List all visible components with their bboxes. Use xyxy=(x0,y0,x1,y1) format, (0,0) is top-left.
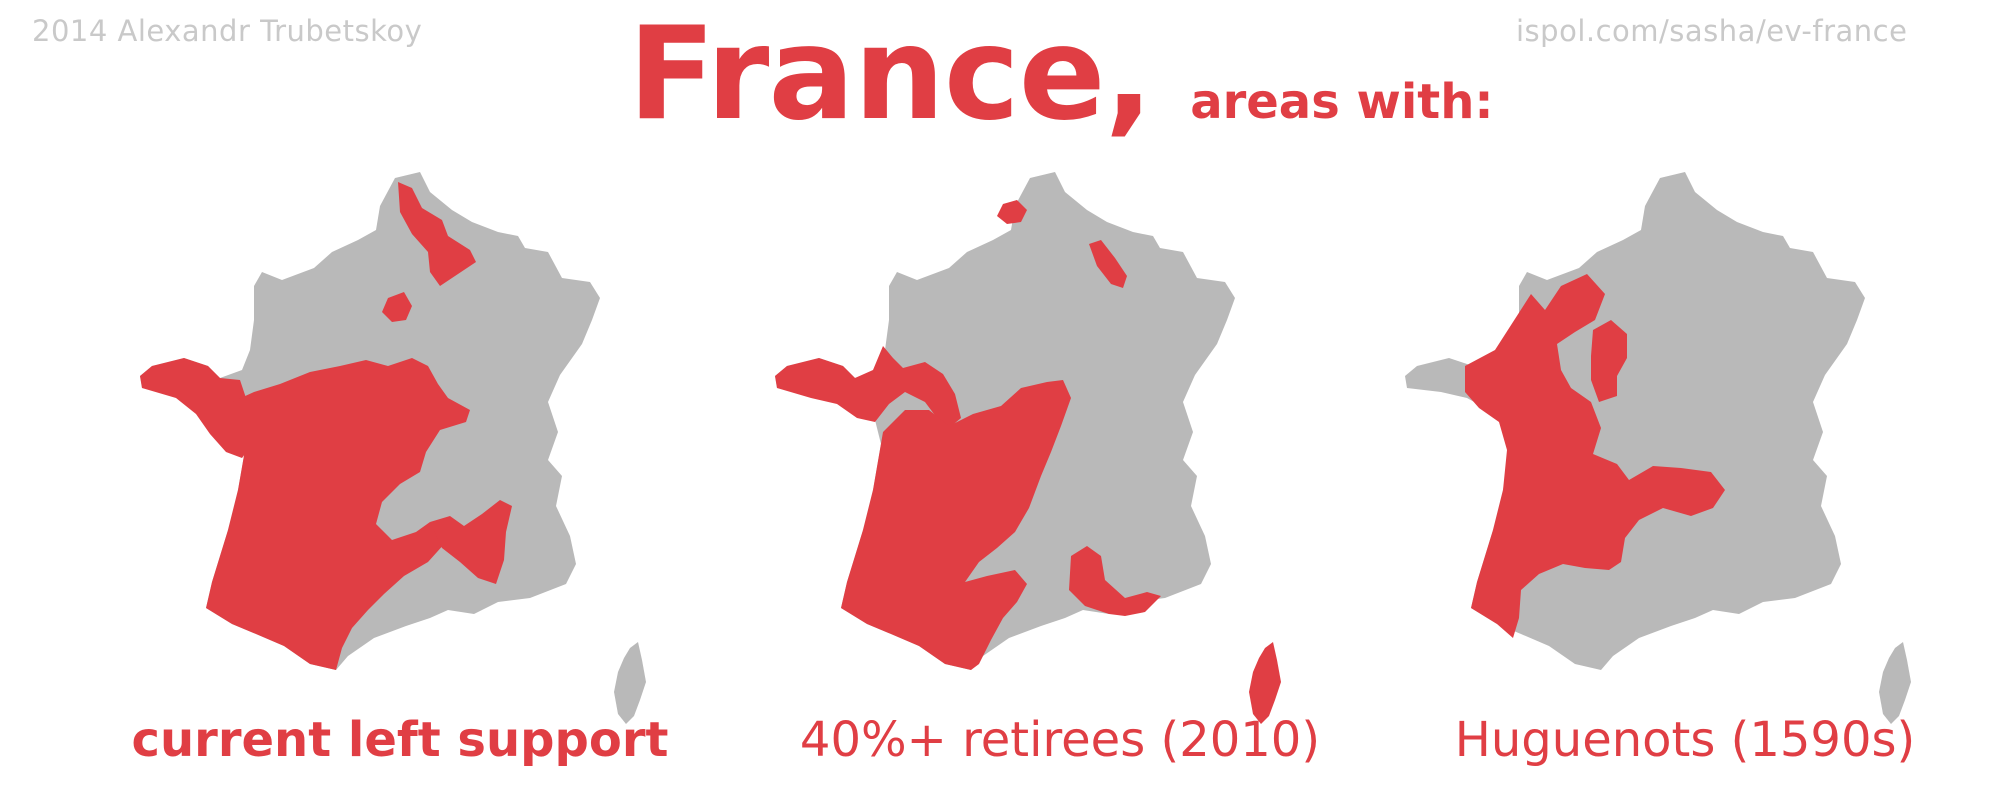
region-southwest-center xyxy=(841,380,1071,670)
region-ne-spot xyxy=(1089,240,1127,288)
page-subtitle: areas with: xyxy=(1190,74,1494,130)
region-brittany-normandy xyxy=(775,346,961,428)
region-north-strip xyxy=(398,182,476,286)
page-title: France, xyxy=(628,0,1153,149)
corsica xyxy=(614,642,646,724)
map-panel-left-support xyxy=(130,170,670,730)
region-southwest xyxy=(206,358,470,670)
corsica xyxy=(1879,642,1911,724)
caption-left-support: current left support xyxy=(131,712,669,768)
region-southeast-coast xyxy=(1069,546,1161,616)
france-map-huguenots xyxy=(1405,172,1911,724)
caption-retirees: 40%+ retirees (2010) xyxy=(799,712,1321,768)
caption-huguenots: Huguenots (1590s) xyxy=(1454,712,1916,768)
france-map-retirees xyxy=(775,172,1281,724)
title-block: France, areas with: xyxy=(628,0,1494,150)
region-paris-spot xyxy=(382,292,412,322)
credit-text: 2014 Alexandr Trubetskoy xyxy=(32,14,423,48)
region-huguenot-center xyxy=(1591,320,1627,402)
france-map-left-support xyxy=(140,172,646,724)
region-southeast xyxy=(430,500,512,584)
region-north-spot xyxy=(997,200,1027,224)
map-panel-huguenots xyxy=(1395,170,1935,730)
source-url[interactable]: ispol.com/sasha/ev-france xyxy=(1516,14,1908,48)
region-brittany xyxy=(140,358,254,458)
corsica xyxy=(1249,642,1281,724)
map-panel-retirees xyxy=(765,170,1305,730)
region-huguenot-belt xyxy=(1465,274,1725,638)
